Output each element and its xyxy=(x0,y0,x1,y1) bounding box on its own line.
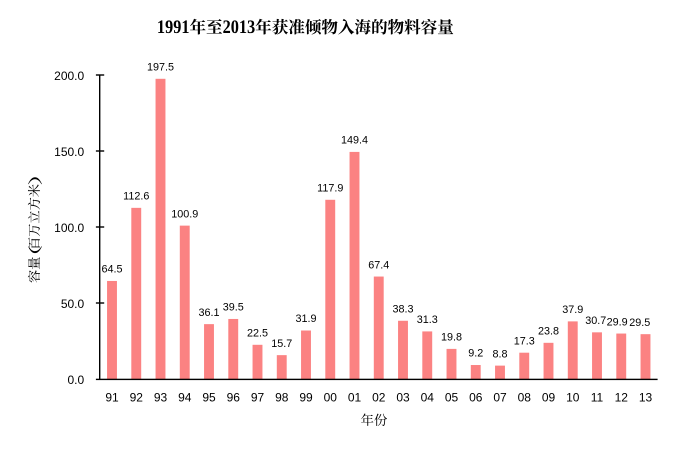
svg-text:67.4: 67.4 xyxy=(368,259,389,271)
svg-text:23.8: 23.8 xyxy=(538,326,559,338)
svg-text:98: 98 xyxy=(275,390,289,404)
svg-text:0.0: 0.0 xyxy=(68,373,85,387)
svg-text:8.8: 8.8 xyxy=(492,348,507,360)
svg-text:17.3: 17.3 xyxy=(514,335,535,347)
svg-text:06: 06 xyxy=(469,390,483,404)
svg-text:100.0: 100.0 xyxy=(54,221,84,235)
svg-text:91: 91 xyxy=(105,390,119,404)
svg-text:95: 95 xyxy=(202,390,216,404)
svg-text:12: 12 xyxy=(615,390,629,404)
svg-text:31.3: 31.3 xyxy=(417,314,438,326)
svg-text:03: 03 xyxy=(396,390,410,404)
svg-text:39.5: 39.5 xyxy=(223,302,244,314)
svg-text:31.9: 31.9 xyxy=(295,313,316,325)
svg-text:08: 08 xyxy=(518,390,532,404)
svg-text:37.9: 37.9 xyxy=(562,304,583,316)
svg-text:00: 00 xyxy=(324,390,338,404)
svg-text:150.0: 150.0 xyxy=(54,145,84,159)
svg-text:05: 05 xyxy=(445,390,459,404)
svg-text:96: 96 xyxy=(227,390,241,404)
svg-text:9.2: 9.2 xyxy=(468,348,483,360)
svg-text:97: 97 xyxy=(251,390,265,404)
svg-text:99: 99 xyxy=(299,390,313,404)
svg-text:10: 10 xyxy=(566,390,580,404)
svg-text:01: 01 xyxy=(348,390,362,404)
svg-text:09: 09 xyxy=(542,390,556,404)
svg-text:22.5: 22.5 xyxy=(247,328,268,340)
svg-text:29.5: 29.5 xyxy=(629,317,650,329)
svg-text:19.8: 19.8 xyxy=(441,332,462,344)
svg-text:36.1: 36.1 xyxy=(198,307,219,319)
svg-text:02: 02 xyxy=(372,390,386,404)
svg-text:15.7: 15.7 xyxy=(271,338,292,350)
svg-text:29.9: 29.9 xyxy=(607,316,628,328)
svg-text:13: 13 xyxy=(639,390,653,404)
svg-text:100.9: 100.9 xyxy=(171,208,198,220)
svg-text:64.5: 64.5 xyxy=(101,264,122,276)
svg-text:04: 04 xyxy=(421,390,435,404)
svg-text:197.5: 197.5 xyxy=(147,62,174,74)
svg-text:94: 94 xyxy=(178,390,192,404)
svg-text:93: 93 xyxy=(154,390,168,404)
svg-text:92: 92 xyxy=(130,390,144,404)
svg-text:38.3: 38.3 xyxy=(392,303,413,315)
svg-text:117.9: 117.9 xyxy=(317,182,343,194)
svg-text:149.4: 149.4 xyxy=(341,135,368,147)
svg-text:11: 11 xyxy=(591,390,604,404)
svg-text:50.0: 50.0 xyxy=(61,297,85,311)
svg-text:112.6: 112.6 xyxy=(123,191,149,203)
svg-text:30.7: 30.7 xyxy=(585,315,606,327)
svg-text:07: 07 xyxy=(493,390,507,404)
svg-text:200.0: 200.0 xyxy=(54,69,84,83)
